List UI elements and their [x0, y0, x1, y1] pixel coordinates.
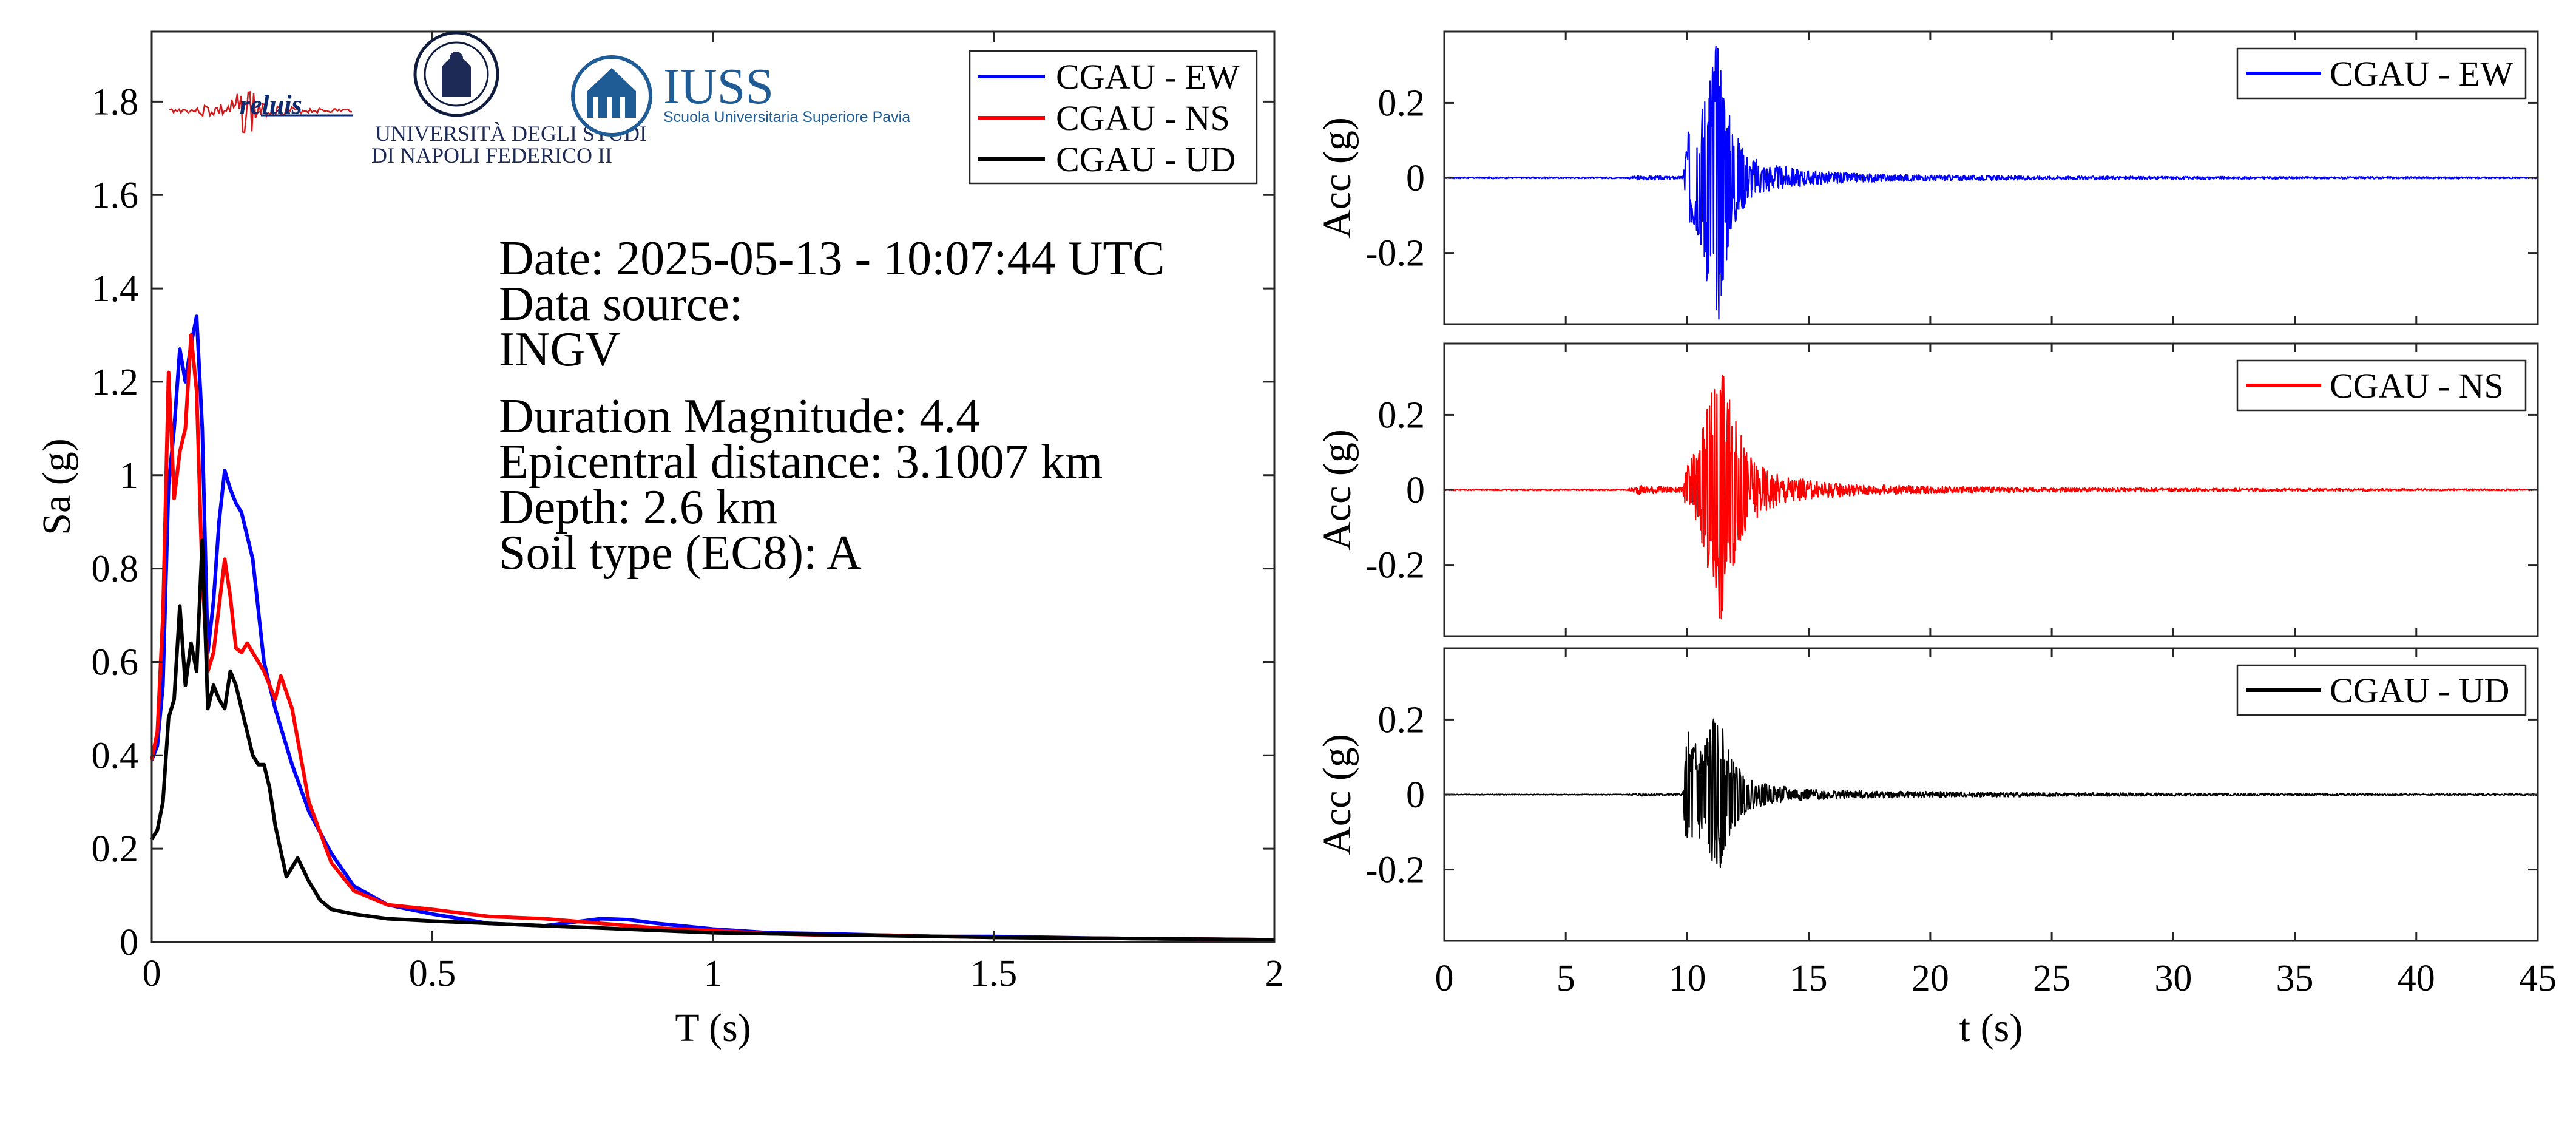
accelerogram-x-axis-label: t (s): [1959, 1006, 2023, 1050]
accelerogram-ns-trace: [1444, 374, 2538, 620]
accelerogram-x-tick-label: 30: [2154, 958, 2192, 999]
accelerogram-x-tick-label: 0: [1435, 958, 1454, 999]
accelerogram-ns-line: [1444, 374, 2538, 620]
legend-label-ud: CGAU - UD: [1056, 140, 1236, 179]
accelerogram-y-tick-label: -0.2: [1365, 850, 1425, 891]
duration-magnitude: Duration Magnitude: 4.4: [499, 390, 980, 443]
spectrum-y-axis-label: Sa (g): [35, 438, 79, 535]
spectrum-y-tick-label: 1.2: [92, 362, 139, 403]
accelerogram-ns-panel: -0.2 0 0.2 Acc (g) CGAU - NS: [1315, 342, 2539, 637]
data-source-label: Data source:: [499, 277, 743, 331]
spectrum-y-tick-label: 0.6: [92, 642, 139, 683]
accelerogram-y-tick-label: 0.2: [1378, 395, 1425, 436]
accelerogram-y-tick-label: -0.2: [1365, 233, 1425, 274]
spectrum-x-tick-label: 2: [1265, 953, 1284, 994]
accelerogram-ew-legend-label: CGAU - EW: [2330, 54, 2513, 93]
accelerogram-ud-line: [1444, 718, 2538, 869]
spectrum-y-tick-label: 1: [120, 455, 138, 497]
iuss-logo-title: IUSS: [663, 58, 774, 115]
spectrum-series-group: [150, 314, 1275, 942]
spectrum-ticks-group: 0 0.5 1 1.5 2 0 0.2 0.4 0.6 0.8 1 1.2 1.4 1.6 1.8: [92, 32, 1284, 994]
accelerogram-ns-legend: CGAU - NS: [2236, 359, 2527, 412]
accelerogram-y-tick-label: 0: [1406, 158, 1425, 199]
reluis-wave-path: [169, 90, 353, 134]
unina-logo-line2: DI NAPOLI FEDERICO II: [371, 143, 612, 168]
accelerogram-y-tick-label: 0.2: [1378, 83, 1425, 124]
accelerogram-ud-trace: [1444, 718, 2538, 869]
accelerogram-x-tick-label: 10: [1668, 958, 1706, 999]
iuss-logo: IUSS Scuola Universitaria Superiore Pavi…: [571, 55, 910, 137]
accelerogram-ud-legend-label: CGAU - UD: [2330, 671, 2509, 710]
spectrum-line-ud: [150, 538, 1275, 942]
accelerogram-x-tick-label: 45: [2519, 958, 2557, 999]
accelerogram-x-tick-label: 15: [1790, 958, 1828, 999]
reluis-logo-text: reluis: [240, 90, 302, 120]
reluis-logo: reluis: [169, 90, 353, 134]
response-spectrum-chart: 0 0.5 1 1.5 2 0 0.2 0.4 0.6 0.8 1 1.2 1.4 1.6 1.8 T (s…: [35, 30, 1284, 1050]
accelerogram-ew-legend: CGAU - EW: [2236, 47, 2527, 100]
spectrum-x-tick-label: 0.5: [409, 953, 456, 994]
reluis-waveform-graphic: [169, 90, 353, 134]
spectrum-y-tick-label: 1.6: [92, 175, 139, 216]
accelerogram-y-tick-label: 0.2: [1378, 699, 1425, 741]
accelerogram-x-tick-label: 25: [2033, 958, 2071, 999]
spectrum-y-tick-label: 0.8: [92, 549, 139, 590]
spectrum-y-tick-label: 0: [120, 922, 138, 963]
spectrum-y-tick-label: 0.2: [92, 829, 139, 870]
accelerogram-ew-line: [1444, 46, 2538, 320]
spectrum-y-tick-label: 1.4: [92, 268, 139, 310]
depth: Depth: 2.6 km: [499, 481, 778, 534]
iuss-logo-subtitle: Scuola Universitaria Superiore Pavia: [663, 109, 910, 126]
event-date: Date: 2025-05-13 - 10:07:44 UTC: [499, 232, 1165, 285]
legend-label-ns: CGAU - NS: [1056, 98, 1230, 138]
legend-label-ew: CGAU - EW: [1056, 57, 1240, 97]
accelerogram-y-tick-label: 0: [1406, 775, 1425, 816]
accelerogram-ud-y-axis-label: Acc (g): [1315, 734, 1359, 855]
soil-type: Soil type (EC8): A: [499, 526, 862, 580]
spectrum-x-tick-label: 1: [704, 953, 723, 994]
accelerogram-ew-y-axis-label: Acc (g): [1315, 117, 1359, 239]
accelerogram-x-tick-label: 5: [1557, 958, 1575, 999]
accelerogram-ew-trace: [1444, 46, 2538, 320]
accelerogram-ud-panel: 0 5 10 15 20 25 30 35 40 45 -0.2 0 0.2 Acc (g) CGAU …: [1315, 647, 2557, 1050]
event-info-block: Date: 2025-05-13 - 10:07:44 UTC Data sou…: [499, 232, 1165, 580]
spectrum-x-tick-label: 1.5: [970, 953, 1018, 994]
accelerogram-ew-ticks: -0.2 0 0.2: [1365, 32, 2539, 324]
accelerogram-ud-ticks: 0 5 10 15 20 25 30 35 40 45 -0.2 0 0.2: [1365, 648, 2557, 999]
accelerogram-ew-panel: -0.2 0 0.2 Acc (g) CGAU - EW: [1315, 30, 2539, 325]
accelerogram-ud-legend: CGAU - UD: [2236, 664, 2527, 716]
spectrum-x-axis-label: T (s): [675, 1006, 751, 1050]
accelerogram-x-tick-label: 35: [2276, 958, 2314, 999]
spectrum-y-tick-label: 1.8: [92, 81, 139, 123]
epicentral-distance: Epicentral distance: 3.1007 km: [499, 435, 1103, 489]
spectrum-legend: CGAU - EW CGAU - NS CGAU - UD: [969, 50, 1258, 185]
data-source-value: INGV: [499, 323, 620, 376]
accelerogram-ns-y-axis-label: Acc (g): [1315, 429, 1359, 551]
accelerogram-ns-ticks: -0.2 0 0.2: [1365, 344, 2539, 636]
accelerogram-x-tick-label: 20: [1912, 958, 1949, 999]
accelerogram-x-tick-label: 40: [2398, 958, 2435, 999]
accelerogram-y-tick-label: -0.2: [1365, 545, 1425, 586]
spectrum-x-tick-label: 0: [143, 953, 161, 994]
accelerogram-ns-legend-label: CGAU - NS: [2330, 366, 2504, 405]
accelerogram-y-tick-label: 0: [1406, 470, 1425, 511]
spectrum-y-tick-label: 0.4: [92, 735, 139, 776]
